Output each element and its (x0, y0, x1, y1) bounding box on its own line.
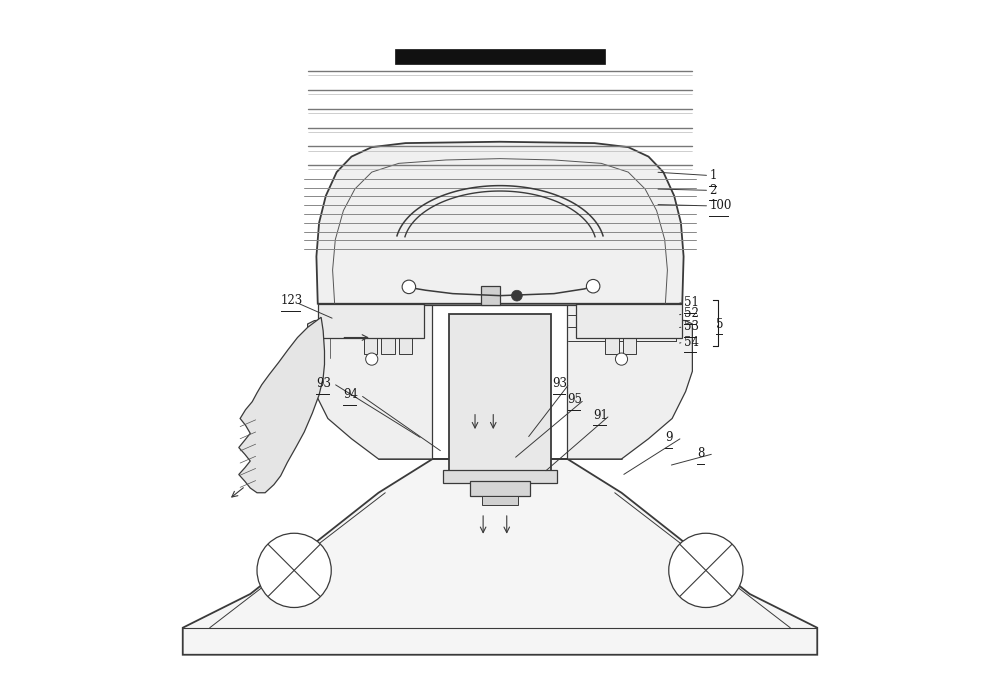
Bar (353, 302, 365, 312)
Bar (381, 314, 395, 354)
Circle shape (669, 533, 743, 608)
Polygon shape (183, 459, 817, 655)
Bar (605, 314, 619, 354)
Bar (607, 302, 619, 312)
Polygon shape (316, 142, 684, 304)
Bar (366, 302, 378, 312)
Bar (449, 314, 551, 472)
Text: 54: 54 (684, 335, 699, 349)
Text: 2: 2 (709, 184, 717, 197)
Bar (393, 302, 406, 312)
Polygon shape (568, 304, 692, 459)
Text: 1: 1 (709, 169, 717, 182)
Text: 5: 5 (716, 317, 724, 331)
Circle shape (615, 353, 628, 365)
Text: 94: 94 (343, 388, 358, 402)
Bar (481, 286, 500, 305)
Bar (620, 302, 632, 312)
Text: 9: 9 (665, 431, 673, 444)
Bar (576, 304, 682, 338)
Circle shape (402, 280, 416, 294)
Bar (623, 314, 636, 354)
Text: 95: 95 (568, 393, 582, 406)
Text: 93: 93 (553, 377, 568, 390)
Bar (364, 314, 377, 354)
Circle shape (257, 533, 331, 608)
Bar (399, 314, 412, 354)
Bar (318, 304, 424, 338)
Bar (380, 302, 392, 312)
Text: 91: 91 (593, 408, 608, 422)
Text: 51: 51 (684, 296, 698, 309)
Circle shape (511, 290, 522, 301)
Text: 8: 8 (697, 447, 704, 460)
Text: 123: 123 (281, 294, 303, 307)
Text: 52: 52 (684, 307, 698, 321)
Bar (470, 481, 530, 496)
Bar (395, 49, 605, 64)
Circle shape (586, 279, 600, 293)
Polygon shape (308, 304, 432, 459)
Polygon shape (239, 317, 324, 493)
Bar (482, 496, 518, 505)
Bar (424, 297, 576, 305)
Circle shape (366, 353, 378, 365)
Text: 93: 93 (316, 377, 331, 390)
Text: 100: 100 (709, 199, 732, 213)
Text: 53: 53 (684, 320, 699, 333)
Bar (443, 470, 557, 483)
